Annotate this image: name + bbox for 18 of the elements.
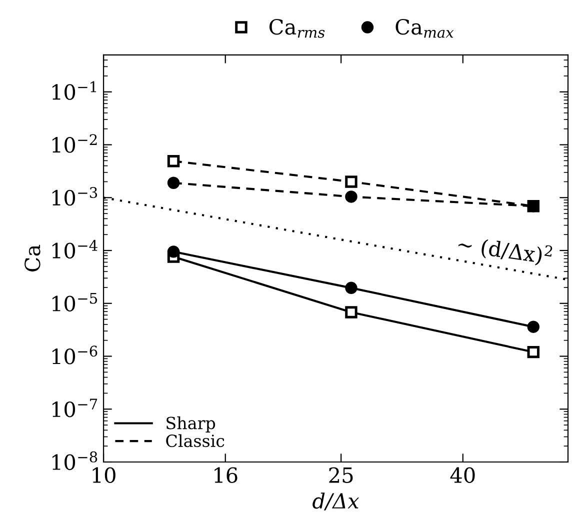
x-axis-title: d/Δx (312, 492, 360, 510)
y-axis-title: Ca (24, 244, 40, 272)
x-tick-label: 40 (450, 467, 475, 483)
legend-label: Classic (166, 434, 224, 448)
y-tick-label: 10$^{−5}$ (52, 292, 97, 312)
annotation: ∼ (d/Δx)$^{2}$ (457, 232, 553, 268)
legend-label: Sharp (166, 416, 216, 433)
x-tick-label: 25 (329, 467, 353, 483)
y-tick-label: 10$^{−2}$ (52, 134, 97, 153)
text: Ca$_{rms}$ (269, 18, 325, 38)
y-tick-label: 10$^{−1}$ (52, 81, 96, 100)
x-tick-label: 10 (92, 467, 116, 483)
y-tick-label: 10$^{−4}$ (52, 240, 98, 259)
y-tick-label: 10$^{−6}$ (52, 346, 98, 364)
y-tick-label: 10$^{−3}$ (52, 186, 98, 206)
x-tick-label: 16 (214, 467, 238, 483)
text: Ca$_{max}$ (396, 18, 454, 38)
y-tick-label: 10$^{−7}$ (52, 398, 98, 418)
